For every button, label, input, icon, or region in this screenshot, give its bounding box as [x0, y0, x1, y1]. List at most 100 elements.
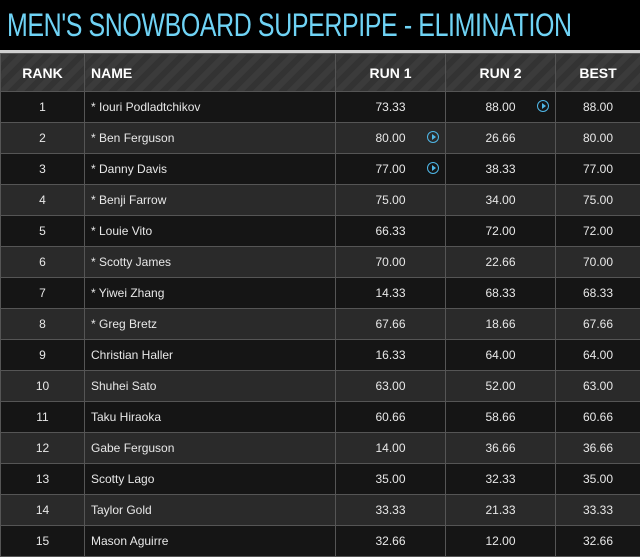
rank-cell: 1 — [1, 92, 85, 123]
name-cell: Taku Hiraoka — [85, 402, 336, 433]
rank-cell-text: 6 — [39, 255, 46, 269]
run1-cell-text: 14.33 — [375, 286, 405, 300]
name-cell-text: * Greg Bretz — [91, 317, 157, 331]
best-cell-text: 77.00 — [583, 162, 613, 176]
name-cell: Mason Aguirre — [85, 526, 336, 557]
rank-cell-text: 15 — [36, 534, 49, 548]
rank-cell-text: 7 — [39, 286, 46, 300]
results-table: RANK NAME RUN 1 RUN 2 BEST 1* Iouri Podl… — [0, 53, 640, 557]
best-cell-text: 60.66 — [583, 410, 613, 424]
name-cell: Taylor Gold — [85, 495, 336, 526]
run2-cell-text: 36.66 — [485, 441, 515, 455]
run1-cell: 63.00 — [336, 371, 446, 402]
name-cell-text: * Danny Davis — [91, 162, 167, 176]
run2-cell: 64.00 — [446, 340, 556, 371]
table-row: 5 * Louie Vito 66.33 72.00 72.00 — [1, 216, 640, 247]
name-cell: * Ben Ferguson — [85, 123, 336, 154]
run1-cell-text: 35.00 — [375, 472, 405, 486]
run1-cell-text: 67.66 — [375, 317, 405, 331]
name-cell-text: Gabe Ferguson — [91, 441, 174, 455]
best-cell: 63.00 — [556, 371, 640, 402]
rank-cell: 4 — [1, 185, 85, 216]
name-cell: * Scotty James — [85, 247, 336, 278]
best-cell: 72.00 — [556, 216, 640, 247]
best-cell-text: 75.00 — [583, 193, 613, 207]
run1-cell-text: 14.00 — [375, 441, 405, 455]
run2-cell: 22.66 — [446, 247, 556, 278]
name-cell: * Greg Bretz — [85, 309, 336, 340]
best-cell: 35.00 — [556, 464, 640, 495]
best-cell: 67.66 — [556, 309, 640, 340]
best-cell-text: 32.66 — [583, 534, 613, 548]
run1-cell-text: 63.00 — [375, 379, 405, 393]
rank-cell-text: 13 — [36, 472, 49, 486]
run2-cell-text: 38.33 — [485, 162, 515, 176]
name-cell-text: * Iouri Podladtchikov — [91, 100, 200, 114]
run1-cell-text: 33.33 — [375, 503, 405, 517]
name-cell-text: * Louie Vito — [91, 224, 152, 238]
name-cell-text: Christian Haller — [91, 348, 173, 362]
name-cell: * Benji Farrow — [85, 185, 336, 216]
table-row: 3 * Danny Davis 77.00 38.33 77.00 — [1, 154, 640, 185]
run1-cell: 32.66 — [336, 526, 446, 557]
table-row: 4 * Benji Farrow 75.00 34.00 75.00 — [1, 185, 640, 216]
run1-cell: 35.00 — [336, 464, 446, 495]
run1-cell-text: 75.00 — [375, 193, 405, 207]
rank-cell: 14 — [1, 495, 85, 526]
rank-cell: 3 — [1, 154, 85, 185]
play-video-icon[interactable] — [427, 131, 439, 143]
run2-cell: 32.33 — [446, 464, 556, 495]
best-cell-text: 72.00 — [583, 224, 613, 238]
run1-cell-text: 60.66 — [375, 410, 405, 424]
run2-cell: 72.00 — [446, 216, 556, 247]
run1-cell: 73.33 — [336, 92, 446, 123]
best-cell: 36.66 — [556, 433, 640, 464]
name-cell-text: * Scotty James — [91, 255, 171, 269]
run1-cell-text: 80.00 — [375, 131, 405, 145]
rank-cell-text: 3 — [39, 162, 46, 176]
rank-cell-text: 8 — [39, 317, 46, 331]
best-cell-text: 80.00 — [583, 131, 613, 145]
header-run2: RUN 2 — [446, 54, 556, 92]
run1-cell-text: 77.00 — [375, 162, 405, 176]
best-cell: 32.66 — [556, 526, 640, 557]
run2-cell-text: 34.00 — [485, 193, 515, 207]
run2-cell: 38.33 — [446, 154, 556, 185]
run1-cell: 16.33 — [336, 340, 446, 371]
run2-cell-text: 18.66 — [485, 317, 515, 331]
run2-cell: 12.00 — [446, 526, 556, 557]
name-cell-text: * Yiwei Zhang — [91, 286, 164, 300]
name-cell: * Louie Vito — [85, 216, 336, 247]
best-cell-text: 35.00 — [583, 472, 613, 486]
run2-cell: 36.66 — [446, 433, 556, 464]
name-cell: * Yiwei Zhang — [85, 278, 336, 309]
run1-cell: 33.33 — [336, 495, 446, 526]
rank-cell-text: 4 — [39, 193, 46, 207]
run1-cell: 14.33 — [336, 278, 446, 309]
run1-cell-text: 66.33 — [375, 224, 405, 238]
name-cell: * Danny Davis — [85, 154, 336, 185]
run2-cell-text: 72.00 — [485, 224, 515, 238]
play-video-icon[interactable] — [427, 162, 439, 174]
run1-cell: 14.00 — [336, 433, 446, 464]
run1-cell: 67.66 — [336, 309, 446, 340]
play-video-icon[interactable] — [537, 100, 549, 112]
rank-cell: 5 — [1, 216, 85, 247]
run1-cell: 80.00 — [336, 123, 446, 154]
run2-cell-text: 22.66 — [485, 255, 515, 269]
run2-cell: 34.00 — [446, 185, 556, 216]
run2-cell: 18.66 — [446, 309, 556, 340]
rank-cell: 15 — [1, 526, 85, 557]
name-cell-text: Taku Hiraoka — [91, 410, 161, 424]
best-cell-text: 64.00 — [583, 348, 613, 362]
run2-cell: 21.33 — [446, 495, 556, 526]
best-cell: 33.33 — [556, 495, 640, 526]
rank-cell: 13 — [1, 464, 85, 495]
rank-cell-text: 9 — [39, 348, 46, 362]
name-cell: Christian Haller — [85, 340, 336, 371]
run2-cell: 26.66 — [446, 123, 556, 154]
